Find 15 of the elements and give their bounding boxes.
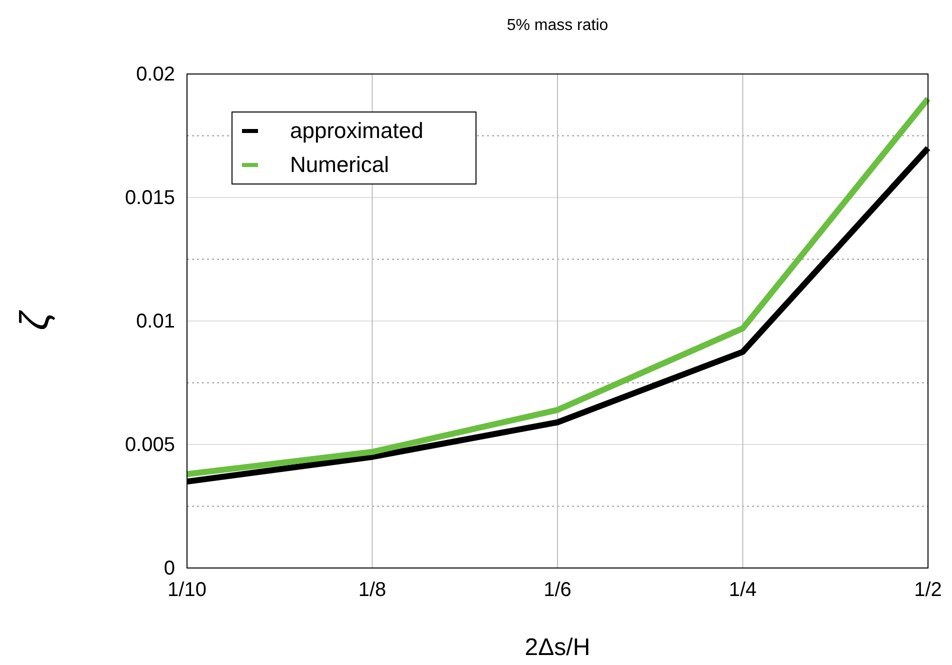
chart-title: 5% mass ratio	[506, 17, 608, 34]
y-tick-label: 0.015	[124, 186, 175, 209]
y-tick-label: 0.02	[136, 63, 175, 86]
x-tick-label: 1/6	[544, 579, 572, 602]
x-axis-title: 2Δs/H	[524, 634, 590, 661]
legend-label: approximated	[290, 118, 424, 143]
y-tick-label: 0.01	[136, 310, 175, 332]
y-axis-title: ζ	[13, 309, 57, 330]
y-tick-label: 0.005	[124, 434, 175, 456]
x-tick-label: 1/4	[728, 579, 757, 602]
x-tick-label: 1/2	[914, 579, 942, 602]
y-tick-label: 0	[164, 557, 175, 580]
legend-label: Numerical	[290, 152, 390, 177]
x-tick-label: 1/10	[168, 579, 206, 602]
x-tick-label: 1/8	[358, 579, 386, 602]
